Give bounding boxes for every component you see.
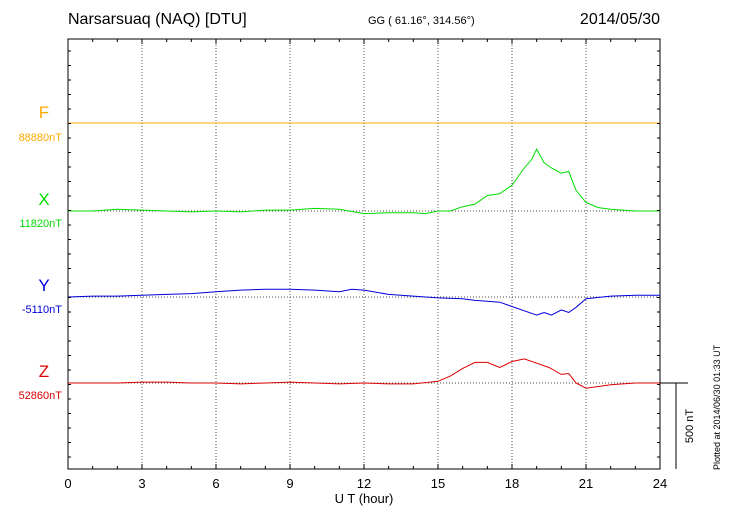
series-line-z — [68, 358, 660, 389]
component-labels: F 88880nT X 11820nT Y -5110nT Z 52860nT — [19, 103, 63, 402]
plot-frame — [67, 38, 661, 470]
plot-date: 2014/05/30 — [579, 11, 660, 28]
geographic-coordinates: GG ( 61.16°, 314.56°) — [368, 15, 475, 27]
x-axis-ticks: 0 3 6 9 12 15 18 21 24 — [64, 39, 667, 491]
baseline-value-y: -5110nT — [22, 304, 62, 316]
scale-bar: 500 nT — [660, 382, 696, 469]
x-tick-label: 3 — [138, 476, 145, 491]
baseline-value-z: 52860nT — [19, 390, 63, 402]
series-line-y — [67, 288, 660, 316]
x-tick-label: 24 — [653, 476, 667, 491]
x-tick-label: 18 — [505, 476, 519, 491]
baseline-value-f: 88880nT — [19, 132, 63, 144]
x-axis-label: U T (hour) — [335, 491, 394, 506]
component-label-f: F — [39, 103, 49, 122]
component-label-y: Y — [38, 276, 49, 295]
station-title: Narsarsuaq (NAQ) [DTU] — [68, 11, 247, 28]
x-tick-label: 15 — [431, 476, 445, 491]
component-label-z: Z — [39, 362, 49, 381]
component-label-x: X — [38, 190, 49, 209]
series-lines — [67, 122, 660, 389]
series-line-x — [68, 148, 660, 215]
x-tick-label: 9 — [286, 476, 293, 491]
x-tick-label: 12 — [357, 476, 371, 491]
plotted-timestamp: Plotted at 2014/06/30 01:33 UT — [712, 344, 722, 470]
x-tick-label: 0 — [64, 476, 71, 491]
scale-bar-label: 500 nT — [684, 409, 696, 444]
x-tick-label: 21 — [579, 476, 593, 491]
grid — [141, 39, 587, 469]
baseline-value-x: 11820nT — [19, 218, 62, 230]
x-tick-label: 6 — [212, 476, 219, 491]
